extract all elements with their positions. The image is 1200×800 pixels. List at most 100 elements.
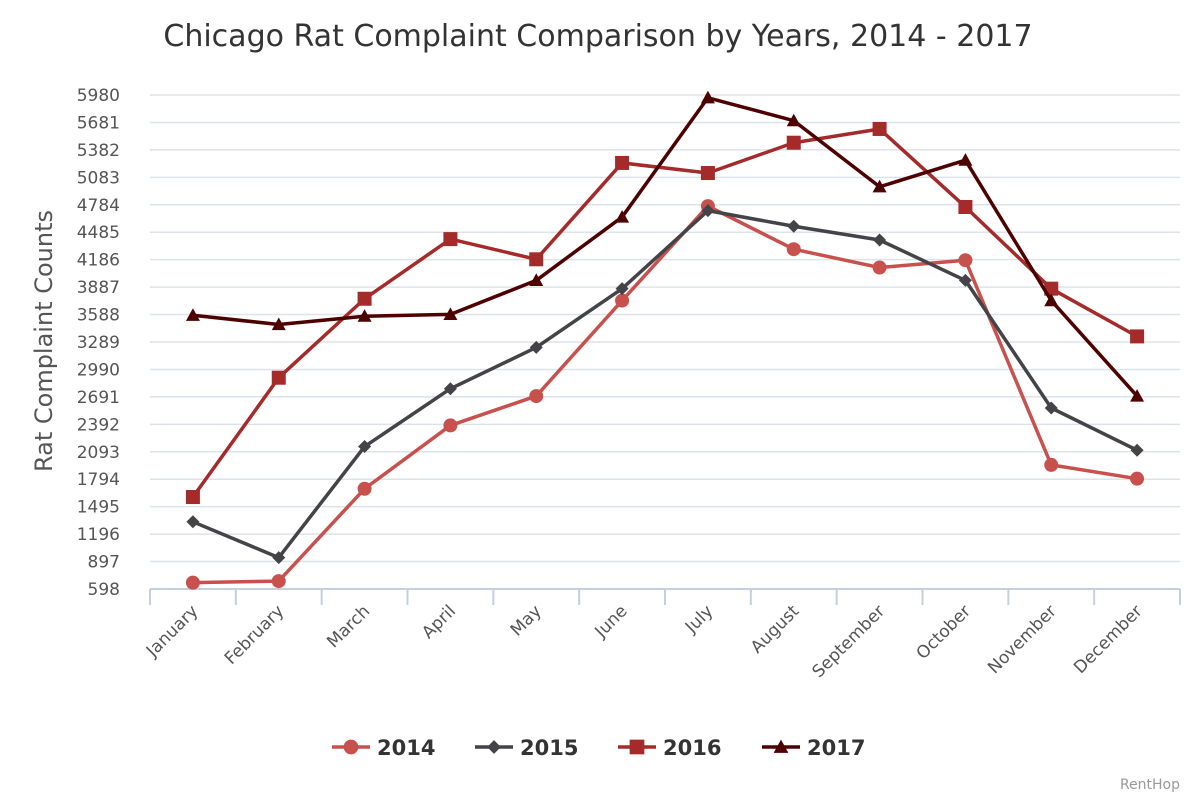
series-line [192,204,1138,585]
grid [150,94,1180,563]
y-tick-label: 2691 [77,388,120,408]
x-tick-label: November [984,601,1061,678]
marker-square [271,370,286,385]
marker-square [700,166,715,181]
x-tick-label: May [507,601,546,640]
marker-triangle [185,308,200,321]
marker-triangle [1130,389,1145,402]
credit-label: RentHop [1120,777,1180,793]
y-axis-title: Rat Complaint Counts [30,210,58,472]
marker-circle [786,242,801,257]
marker-triangle [700,90,715,104]
series-2017 [185,90,1145,402]
y-tick-label: 3289 [77,333,120,353]
marker-circle [271,574,286,589]
y-tick-label: 2392 [77,415,120,435]
marker-square [357,291,372,306]
marker-triangle [271,317,286,331]
marker-square [629,739,645,755]
marker-circle [443,418,458,433]
y-tick-label: 3887 [77,278,120,298]
marker-circle [185,575,200,590]
marker-diamond [186,515,200,529]
series-group [185,90,1145,590]
marker-triangle [1044,293,1059,307]
y-tick-label: 5083 [77,168,120,188]
marker-diamond [1044,401,1058,415]
marker-circle [1044,457,1059,472]
legend-label: 2017 [807,736,865,760]
marker-square [529,252,544,267]
y-tick-label: 598 [88,580,120,600]
marker-square [872,121,887,136]
y-tick-label: 4485 [77,223,120,243]
series-line [192,96,1139,398]
x-tick-label: August [747,601,803,657]
marker-diamond [272,551,286,565]
chart-title: Chicago Rat Complaint Comparison by Year… [163,19,1032,54]
y-axis-ticks: 598 897 1196 1495 1794 2093 2392 2691 2990 3289 35… [77,86,120,600]
marker-triangle [773,739,789,753]
series-line [192,208,1138,560]
x-tick-label: October [913,601,975,663]
legend: 2014 2015 2016 2017 [332,736,865,760]
series-2014 [185,199,1145,590]
marker-diamond [529,340,543,354]
x-tick-label: December [1070,601,1146,677]
marker-triangle [786,113,801,127]
marker-triangle [443,307,458,320]
marker-square [185,490,200,505]
y-tick-label: 4784 [77,196,120,216]
marker-triangle [357,309,372,322]
marker-circle [343,739,359,755]
marker-square [958,199,973,214]
y-tick-label: 2990 [77,360,120,380]
marker-circle [529,389,544,404]
x-tick-label: June [591,601,632,642]
legend-label: 2016 [663,736,721,760]
y-tick-label: 897 [88,553,120,573]
marker-diamond [1130,443,1144,457]
marker-diamond [615,282,629,296]
marker-diamond [787,219,801,233]
legend-item-2017[interactable]: 2017 [762,736,865,760]
marker-square [1130,329,1145,344]
legend-label: 2014 [377,736,435,760]
marker-circle [872,260,887,275]
series-2015 [186,204,1144,565]
marker-diamond [443,382,457,396]
legend-item-2014[interactable]: 2014 [332,736,435,760]
x-tick-label: April [418,601,460,643]
marker-diamond [701,204,715,218]
marker-square [615,155,630,170]
series-2016 [185,121,1145,505]
y-tick-label: 5382 [77,141,120,161]
marker-square [443,232,458,247]
marker-triangle [615,210,630,223]
marker-circle [958,253,973,268]
legend-item-2016[interactable]: 2016 [618,736,721,760]
marker-diamond [358,440,372,454]
marker-square [786,135,801,150]
x-axis: January February March April May June July Augu… [142,588,1181,682]
y-tick-label: 5681 [77,113,120,133]
y-tick-label: 1495 [77,498,120,518]
x-tick-label: September [809,601,890,682]
marker-triangle [529,273,544,287]
marker-triangle [872,179,887,193]
x-tick-label: July [681,601,717,637]
y-tick-label: 2093 [77,443,120,463]
x-tick-label: February [221,601,288,668]
marker-triangle [958,153,973,166]
marker-circle [357,481,372,496]
y-tick-label: 1794 [77,470,120,490]
x-tick-label: March [323,601,374,652]
marker-circle [1130,471,1145,486]
y-tick-label: 4186 [77,251,120,271]
legend-label: 2015 [520,736,578,760]
series-line [191,127,1138,499]
y-tick-label: 5980 [77,86,120,106]
marker-circle [615,293,630,308]
legend-item-2015[interactable]: 2015 [475,736,578,760]
